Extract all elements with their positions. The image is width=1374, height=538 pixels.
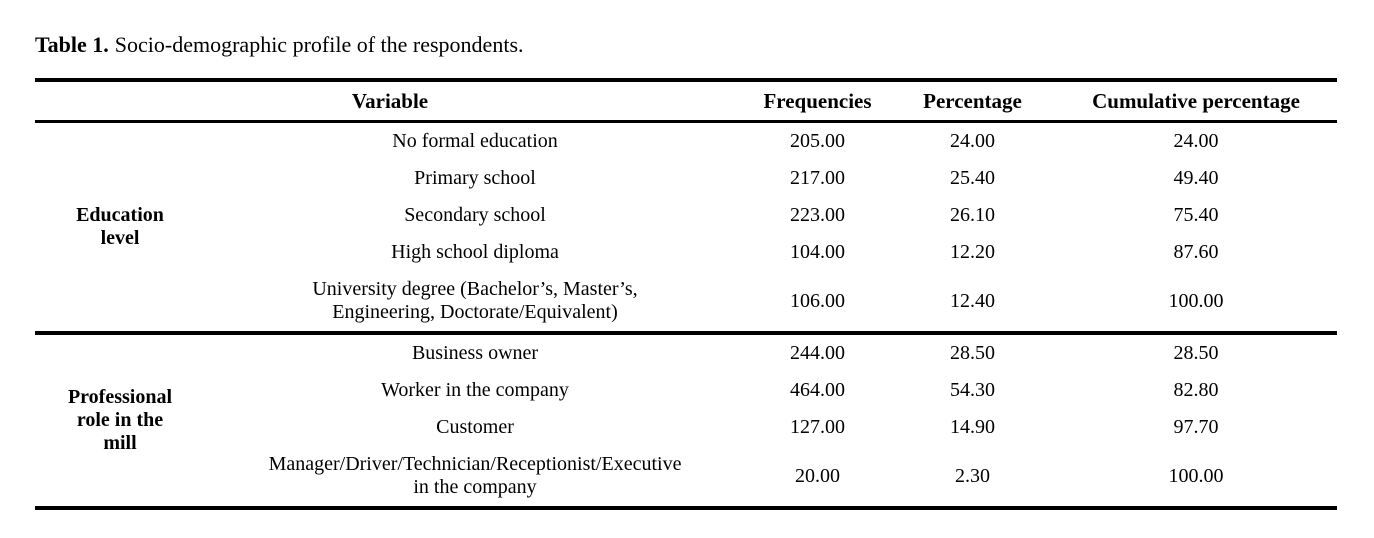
table-caption-text: Socio-demographic profile of the respond… xyxy=(114,32,524,57)
table-row: Secondary school 223.00 26.10 75.40 xyxy=(35,197,1337,234)
table-caption: Table 1. Socio-demographic profile of the… xyxy=(35,32,1337,58)
cumulative-cell: 87.60 xyxy=(1173,241,1219,263)
frequency-cell: 20.00 xyxy=(795,464,841,487)
percentage-cell: 24.00 xyxy=(950,130,996,152)
header-row: Variable Frequencies Percentage Cumulati… xyxy=(35,80,1338,123)
percentage-cell: 14.90 xyxy=(950,416,996,438)
table-caption-label: Table 1. xyxy=(35,32,109,57)
variable-cell: Manager/Driver/Technician/Receptionist/E… xyxy=(268,453,682,498)
cumulative-cell: 97.70 xyxy=(1173,416,1219,438)
variable-cell: Business owner xyxy=(205,331,746,372)
table-row: Customer 127.00 14.90 97.70 xyxy=(35,409,1337,446)
percentage-cell: 28.50 xyxy=(890,331,1056,372)
cumulative-cell: 100.00 xyxy=(1168,464,1224,487)
group-label-education-level: Education level xyxy=(76,204,164,249)
cumulative-cell: 28.50 xyxy=(1055,331,1338,372)
variable-cell: Primary school xyxy=(414,167,536,189)
frequency-cell: 244.00 xyxy=(745,331,891,372)
variable-cell: No formal education xyxy=(392,130,558,152)
table-row: Education level No formal education 205.… xyxy=(35,122,1337,249)
cumulative-cell: 24.00 xyxy=(1173,130,1219,152)
frequency-cell: 127.00 xyxy=(790,416,846,438)
percentage-cell: 54.30 xyxy=(950,379,996,401)
header-percentage: Percentage xyxy=(890,80,1056,123)
table-row: Professional role in the mill Business o… xyxy=(35,331,1338,508)
table-row: Primary school 217.00 25.40 49.40 xyxy=(35,160,1337,197)
frequency-cell: 217.00 xyxy=(790,167,846,189)
header-cumulative-percentage: Cumulative percentage xyxy=(1055,80,1338,123)
percentage-cell: 26.10 xyxy=(950,204,996,226)
header-frequencies: Frequencies xyxy=(745,80,891,123)
socio-demographic-table: Variable Frequencies Percentage Cumulati… xyxy=(35,78,1338,510)
percentage-cell: 2.30 xyxy=(955,464,991,487)
variable-cell: University degree (Bachelor’s, Master’s,… xyxy=(312,278,638,323)
cumulative-cell: 75.40 xyxy=(1173,204,1219,226)
cumulative-cell: 49.40 xyxy=(1173,167,1219,189)
table-row: Manager/Driver/Technician/Receptionist/E… xyxy=(35,446,1337,508)
header-variable: Variable xyxy=(35,80,746,123)
frequency-cell: 106.00 xyxy=(790,289,846,312)
group-label-professional-role: Professional role in the mill xyxy=(35,331,205,508)
table-row: University degree (Bachelor’s, Master’s,… xyxy=(35,271,1337,333)
variable-cell: Worker in the company xyxy=(381,379,569,401)
variable-cell: Customer xyxy=(436,416,514,438)
cumulative-cell: 100.00 xyxy=(1168,289,1224,312)
percentage-cell: 25.40 xyxy=(950,167,996,189)
frequency-cell: 104.00 xyxy=(790,241,846,263)
frequency-cell: 464.00 xyxy=(790,379,846,401)
variable-cell: Secondary school xyxy=(404,204,546,226)
table-row: High school diploma 104.00 12.20 87.60 xyxy=(35,234,1337,271)
cumulative-cell: 82.80 xyxy=(1173,379,1219,401)
percentage-cell: 12.20 xyxy=(950,241,996,263)
percentage-cell: 12.40 xyxy=(950,289,996,312)
frequency-cell: 205.00 xyxy=(790,130,846,152)
variable-cell: High school diploma xyxy=(391,241,559,263)
frequency-cell: 223.00 xyxy=(790,204,846,226)
table-row: Worker in the company 464.00 54.30 82.80 xyxy=(35,372,1337,409)
